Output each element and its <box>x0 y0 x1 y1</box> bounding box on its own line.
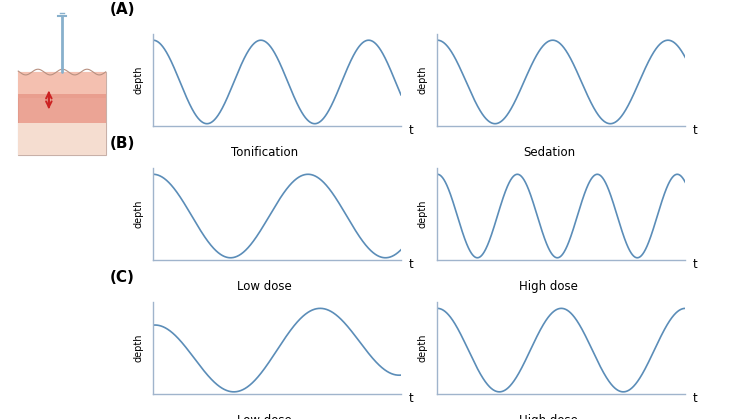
Text: depth: depth <box>133 199 143 228</box>
Text: t: t <box>408 124 413 137</box>
Text: Low dose: Low dose <box>237 414 292 419</box>
Text: depth: depth <box>418 334 427 362</box>
Text: High dose: High dose <box>520 280 578 293</box>
Text: (C): (C) <box>110 270 135 285</box>
Text: Sedation: Sedation <box>523 146 575 159</box>
Bar <box>18 72 106 98</box>
Text: (A): (A) <box>109 2 135 17</box>
Bar <box>18 94 106 123</box>
Text: t: t <box>693 258 698 271</box>
Text: (B): (B) <box>109 136 135 151</box>
Text: High dose: High dose <box>520 414 578 419</box>
Text: depth: depth <box>133 65 143 94</box>
Text: t: t <box>408 392 413 405</box>
Text: t: t <box>693 124 698 137</box>
Text: depth: depth <box>418 65 427 94</box>
Text: t: t <box>693 392 698 405</box>
Text: t: t <box>408 258 413 271</box>
Text: Low dose: Low dose <box>237 280 292 293</box>
Text: depth: depth <box>133 334 143 362</box>
Text: Tonification: Tonification <box>231 146 298 159</box>
Bar <box>18 123 106 155</box>
Text: depth: depth <box>418 199 427 228</box>
Bar <box>18 72 106 155</box>
